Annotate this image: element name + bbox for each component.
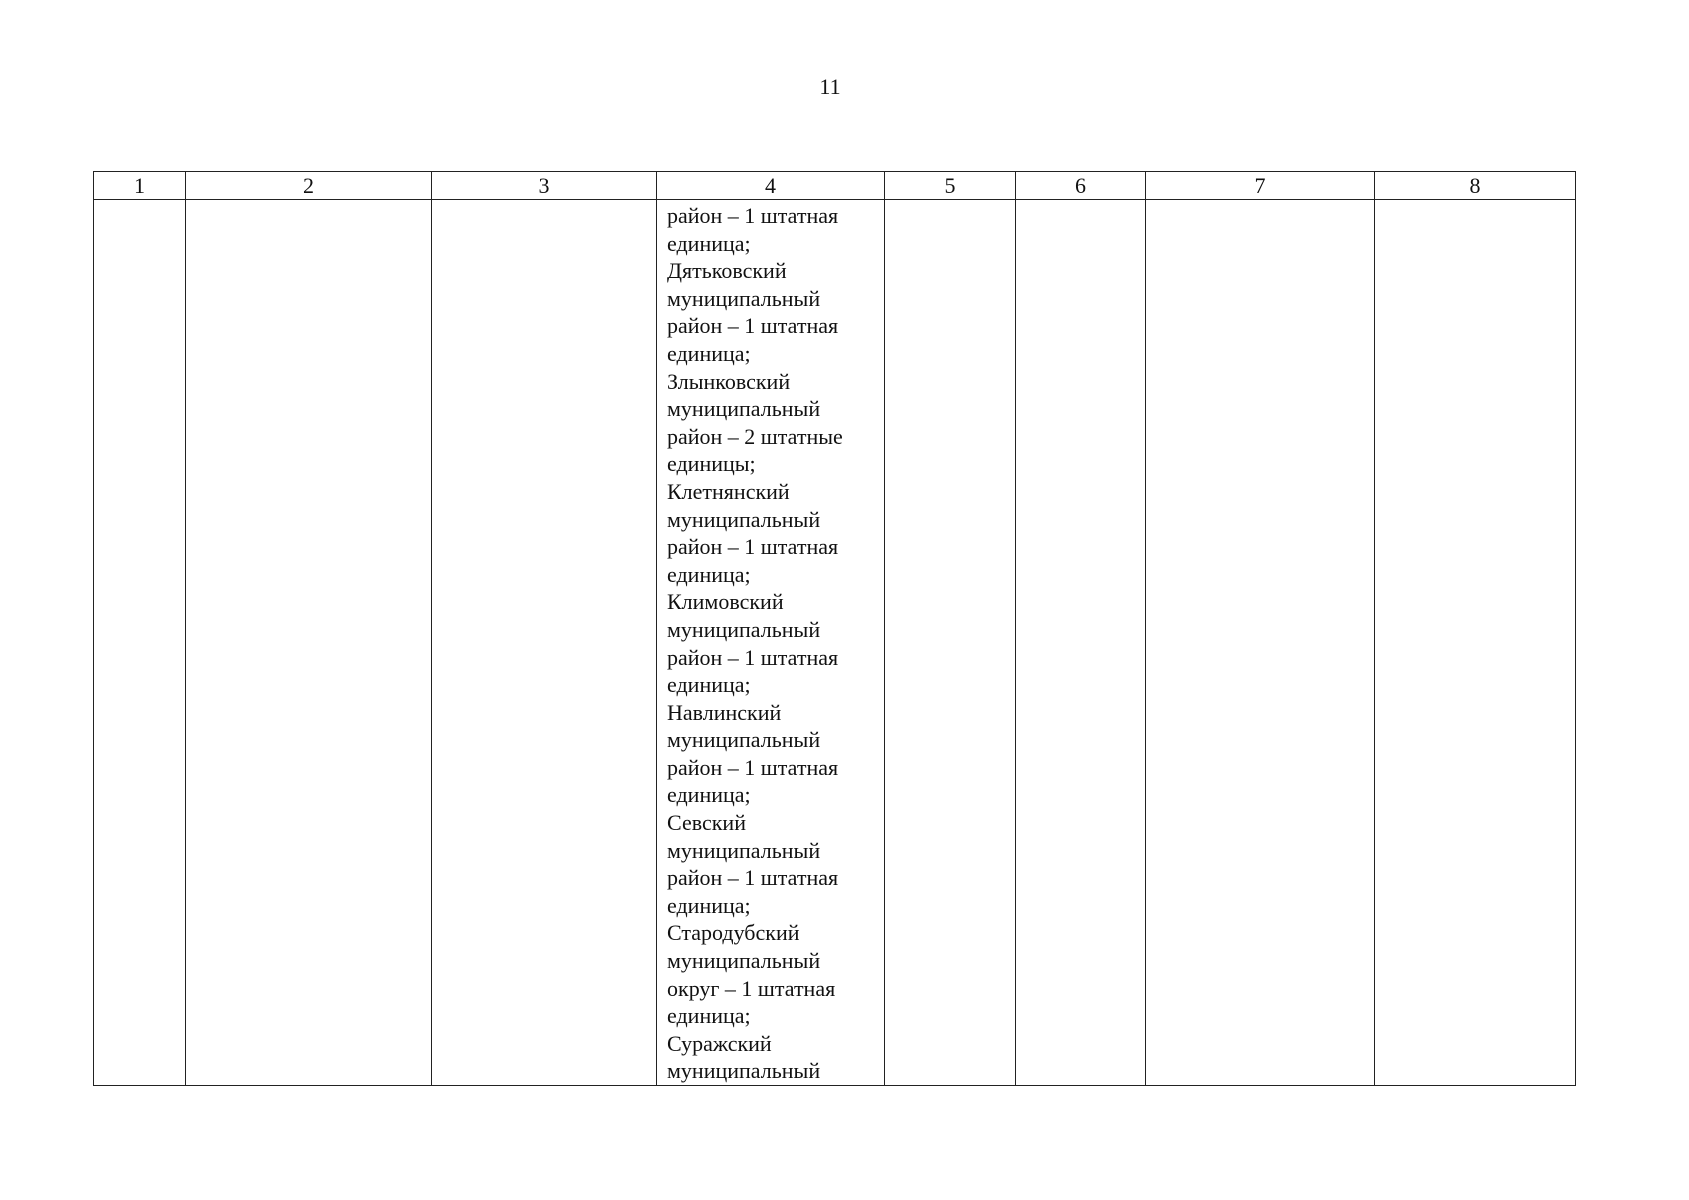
cell-text-line: единица; (667, 340, 751, 366)
column-header: 2 (185, 171, 432, 200)
cell-text-line: единица; (667, 561, 751, 587)
cell-text-line: муниципальный (667, 1058, 821, 1084)
cell-text-line: единица; (667, 1003, 751, 1029)
page-number: 11 (819, 74, 841, 99)
table-cell (1374, 199, 1576, 1086)
column-header: 8 (1374, 171, 1576, 200)
cell-text-line: муниципальный (667, 616, 821, 642)
cell-text-line: Навлинский (667, 699, 782, 725)
cell-text-line: муниципальный (667, 948, 821, 974)
cell-text-line: Суражский (667, 1030, 772, 1056)
cell-text-line: единица; (667, 892, 751, 918)
column-header: 5 (884, 171, 1016, 200)
cell-text-line: округ – 1 штатная (667, 975, 836, 1001)
cell-text-line: Климовский (667, 589, 784, 615)
table-cell (185, 199, 432, 1086)
cell-text-line: район – 1 штатная (667, 644, 839, 670)
cell-text-line: Дятьковский (667, 258, 787, 284)
table-cell (1145, 199, 1375, 1086)
cell-text-line: муниципальный (667, 285, 821, 311)
table-cell-column-4: район – 1 штатная единица; Дятьковский муни… (656, 199, 885, 1086)
cell-text-line: муниципальный (667, 837, 821, 863)
cell-text-line: район – 1 штатная (667, 534, 839, 560)
table-cell (93, 199, 186, 1086)
header-row: 1 2 3 4 5 6 7 8 (93, 171, 1576, 200)
cell-text-line: Клетнянский (667, 478, 790, 504)
table-cell (884, 199, 1016, 1086)
column-header: 3 (431, 171, 657, 200)
column-header: 1 (93, 171, 186, 200)
cell-text-line: единицы; (667, 451, 756, 477)
cell-text-line: район – 1 штатная (667, 203, 839, 228)
cell-text-line: Стародубский (667, 920, 800, 946)
column-header: 7 (1145, 171, 1375, 200)
data-table: 1 2 3 4 5 6 7 8 район – 1 штатная единица… (93, 171, 1576, 1086)
cell-text-line: муниципальный (667, 396, 821, 422)
cell-text-line: муниципальный (667, 506, 821, 532)
table-cell (431, 199, 657, 1086)
cell-text-line: район – 2 штатные (667, 423, 843, 449)
table-row: район – 1 штатная единица; Дятьковский муни… (93, 199, 1576, 1086)
cell-text-line: район – 1 штатная (667, 313, 839, 339)
column-header: 4 (656, 171, 885, 200)
cell-text-line: район – 1 штатная (667, 865, 839, 891)
cell-text-line: единица; (667, 782, 751, 808)
column-header: 6 (1015, 171, 1146, 200)
cell-text-line: Севский (667, 810, 746, 836)
cell-text-line: единица; (667, 672, 751, 698)
cell-text-line: район – 1 штатная (667, 754, 839, 780)
cell-text-line: Злынковский (667, 368, 791, 394)
cell-text-line: муниципальный (667, 727, 821, 753)
cell-text-line: единица; (667, 230, 751, 256)
table-cell (1015, 199, 1146, 1086)
